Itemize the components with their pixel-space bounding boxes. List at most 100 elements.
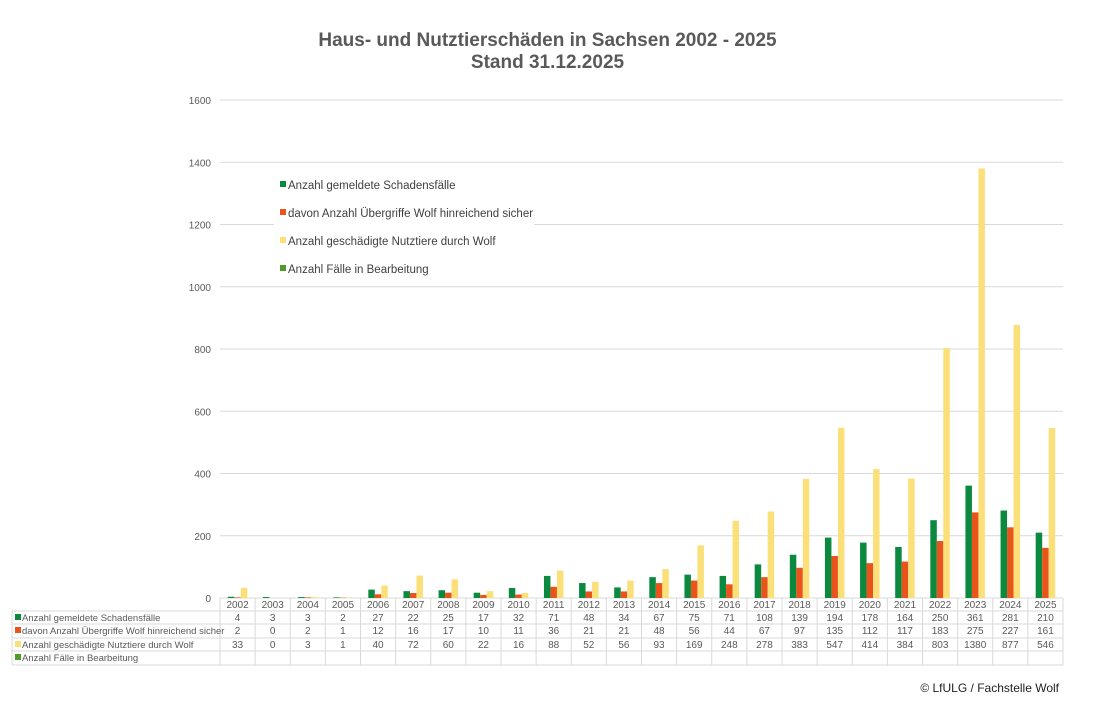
y-tick-label: 400 (194, 470, 211, 481)
table-value: 93 (654, 640, 666, 651)
table-value: 71 (724, 613, 736, 624)
table-value: 194 (826, 613, 843, 624)
table-value: 36 (548, 626, 560, 637)
table-value: 275 (967, 626, 984, 637)
bar (234, 597, 241, 598)
bar (1035, 532, 1043, 598)
bar (438, 590, 446, 598)
table-value: 546 (1037, 640, 1054, 651)
x-tick-label: 2005 (332, 600, 355, 611)
x-tick-label: 2006 (367, 600, 390, 611)
table-value: 250 (932, 613, 949, 624)
x-tick-label: 2022 (929, 600, 952, 611)
table-value: 361 (967, 613, 984, 624)
bar (901, 561, 909, 598)
bar (1048, 428, 1056, 598)
y-tick-label: 200 (194, 532, 211, 543)
bar (403, 591, 410, 598)
bar (227, 596, 235, 598)
table-value: 52 (583, 640, 595, 651)
bar (543, 575, 551, 598)
table-value: 2 (235, 626, 241, 637)
bar (1013, 325, 1021, 598)
table-value: 25 (443, 613, 455, 624)
table-value: 0 (270, 626, 276, 637)
table-value: 75 (689, 613, 701, 624)
y-tick-label: 1400 (189, 158, 212, 169)
bar (978, 168, 985, 598)
bar (451, 579, 459, 598)
table-value: 384 (897, 640, 914, 651)
table-value: 3 (305, 640, 311, 651)
x-tick-label: 2020 (859, 600, 882, 611)
bar (445, 592, 452, 598)
bar (304, 597, 312, 598)
bar (381, 585, 388, 598)
table-value: 16 (408, 626, 420, 637)
table-value: 4 (235, 613, 241, 624)
x-tick-label: 2018 (788, 600, 811, 611)
table-value: 2 (305, 626, 311, 637)
bar (860, 542, 867, 598)
x-tick-label: 2009 (472, 600, 495, 611)
x-tick-label: 2014 (648, 600, 671, 611)
bar (831, 555, 838, 598)
table-value: 22 (408, 613, 420, 624)
table-value: 108 (756, 613, 773, 624)
bar (409, 593, 417, 598)
table-value: 27 (373, 613, 385, 624)
table-value: 33 (232, 640, 244, 651)
bar (943, 348, 950, 598)
bar (515, 594, 522, 598)
bar (627, 580, 634, 598)
table-value: 48 (654, 626, 666, 637)
legend-label: Anzahl geschädigte Nutztiere durch Wolf (288, 236, 496, 248)
bar (592, 581, 599, 598)
table-value: 21 (583, 626, 595, 637)
table-value: 3 (270, 613, 276, 624)
x-tick-label: 2012 (578, 600, 601, 611)
table-value: 414 (861, 640, 878, 651)
table-value: 547 (826, 640, 843, 651)
bar (873, 469, 880, 598)
bar (754, 564, 762, 598)
table-value: 164 (897, 613, 914, 624)
bar (866, 563, 874, 598)
table-value: 97 (794, 626, 806, 637)
bar (649, 577, 656, 598)
bar (684, 574, 691, 598)
y-tick-label: 800 (194, 345, 211, 356)
bar (908, 478, 915, 598)
bar (240, 587, 248, 598)
bar (767, 511, 775, 598)
table-legend-key (15, 614, 21, 620)
bar (824, 537, 832, 598)
x-tick-label: 2013 (613, 600, 636, 611)
legend-box (274, 172, 534, 282)
table-value: 21 (618, 626, 630, 637)
table-value: 1380 (964, 640, 987, 651)
x-tick-label: 2019 (824, 600, 847, 611)
table-value: 56 (618, 640, 630, 651)
x-tick-label: 2023 (964, 600, 987, 611)
bar (895, 546, 902, 598)
bar (374, 594, 382, 598)
table-value: 248 (721, 640, 738, 651)
x-tick-label: 2011 (543, 600, 565, 611)
bar (837, 427, 845, 598)
table-value: 383 (791, 640, 808, 651)
table-value: 32 (513, 613, 525, 624)
table-series-label: Anzahl gemeldete Schadensfälle (22, 613, 160, 624)
table-value: 1 (340, 640, 346, 651)
table-value: 44 (724, 626, 736, 637)
table-value: 17 (478, 613, 490, 624)
copyright: © LfULG / Fachstelle Wolf (920, 681, 1059, 695)
y-tick-label: 1200 (189, 221, 212, 232)
bar (579, 583, 586, 598)
table-value: 67 (759, 626, 771, 637)
chart-subtitle: Stand 31.12.2025 (470, 52, 625, 73)
table-value: 0 (270, 640, 276, 651)
table-value: 22 (478, 640, 490, 651)
